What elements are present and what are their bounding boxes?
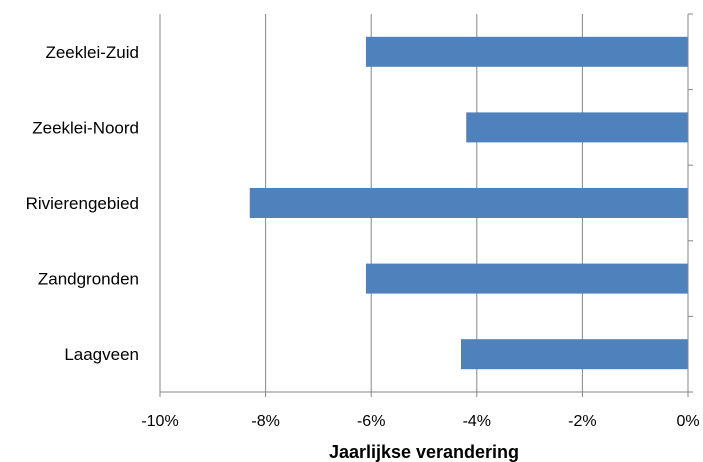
category-label: Zeeklei-Zuid [45,43,139,62]
bar-laagveen [460,339,688,370]
bar-zeeklei-noord [466,112,688,143]
x-tick-label: -2% [568,413,596,430]
bar-zeeklei-zuid [365,36,688,67]
bars [249,36,688,370]
x-tick-label: -8% [251,413,279,430]
bar-zandgronden [365,263,688,294]
x-tick-labels: -10% -8% -6% -4% -2% 0% [141,413,699,430]
x-tick-label: 0% [676,413,699,430]
x-axis-title: Jaarlijkse verandering [329,442,519,462]
category-label: Zeeklei-Noord [32,118,139,137]
category-label: Zandgronden [38,270,139,289]
x-tick-label: -6% [357,413,385,430]
x-tick-label: -10% [141,413,178,430]
x-tick-label: -4% [463,413,491,430]
axes [159,13,693,397]
bar-rivierengebied [249,188,688,218]
category-labels: Zeeklei-Zuid Zeeklei-Noord Rivierengebied Z… [26,43,139,364]
category-label: Rivierengebied [26,194,139,213]
category-label: Laagveen [64,345,139,364]
